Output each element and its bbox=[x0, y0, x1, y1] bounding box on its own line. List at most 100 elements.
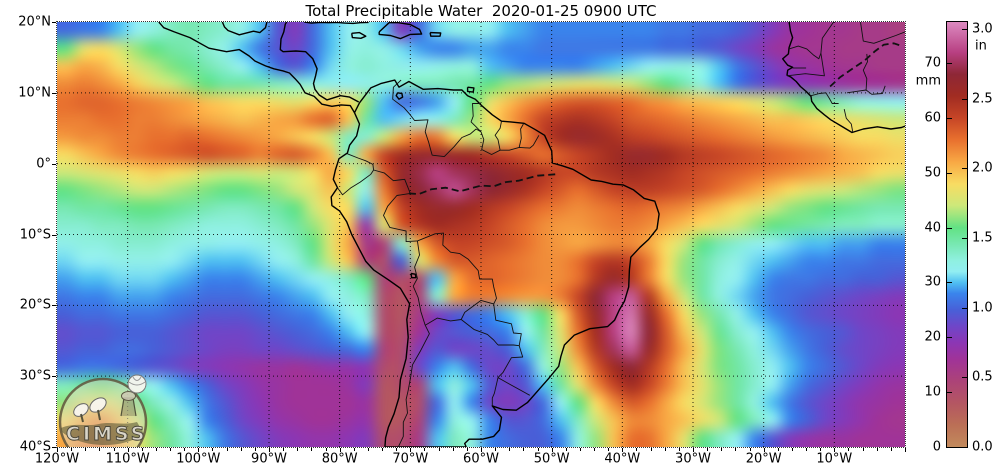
logo-text: CIMSS bbox=[66, 423, 147, 445]
colorbar-mm-label: 0 bbox=[932, 439, 941, 455]
colorbar-in-label: 2.0 bbox=[972, 160, 993, 176]
y-axis-tick bbox=[52, 163, 56, 165]
x-axis-tick bbox=[184, 448, 186, 451]
coastline bbox=[158, 22, 356, 114]
x-axis-tick bbox=[410, 448, 412, 452]
colorbar-in-tick bbox=[962, 168, 967, 170]
map-plot: CIMSS bbox=[56, 21, 906, 448]
country-border bbox=[417, 232, 495, 287]
country-border bbox=[820, 22, 834, 54]
colorbar-mm-label: 70 bbox=[924, 55, 941, 71]
x-axis-tick bbox=[876, 448, 878, 451]
x-axis-tick bbox=[537, 448, 539, 451]
lat-tick-label: 30°S bbox=[19, 368, 51, 384]
x-axis-tick bbox=[226, 448, 228, 451]
x-axis-tick bbox=[693, 448, 694, 452]
x-axis-tick bbox=[834, 448, 836, 452]
country-border bbox=[432, 128, 482, 158]
x-axis-tick bbox=[608, 448, 610, 451]
x-axis-tick bbox=[353, 448, 355, 451]
x-axis-tick bbox=[367, 448, 369, 451]
x-axis-tick bbox=[438, 448, 440, 451]
country-border bbox=[412, 240, 420, 287]
lon-tick-label: 80°W bbox=[321, 451, 358, 467]
lon-tick-label: 20°W bbox=[745, 451, 782, 467]
colorbar-in-label: 2.5 bbox=[972, 91, 993, 107]
coastline bbox=[410, 272, 417, 279]
x-axis-tick bbox=[735, 448, 737, 451]
figure-title: Total Precipitable Water 2020-01-25 0900… bbox=[305, 2, 657, 20]
colorbar-mm-label: 40 bbox=[924, 220, 941, 236]
colorbar-in-label: 0.0 bbox=[972, 439, 993, 455]
y-axis-tick bbox=[52, 234, 56, 236]
colorbar-mm-tick bbox=[947, 392, 952, 394]
x-axis-tick bbox=[99, 448, 101, 451]
coastline bbox=[466, 86, 475, 93]
colorbar-in-tick bbox=[962, 29, 967, 31]
x-axis-tick bbox=[466, 448, 468, 451]
y-axis-tick bbox=[52, 92, 56, 94]
country-border bbox=[424, 317, 462, 326]
satellite-dish-icon bbox=[89, 397, 107, 421]
lon-tick-label: 10°W bbox=[816, 451, 853, 467]
country-border bbox=[788, 45, 822, 60]
x-axis-tick bbox=[664, 448, 666, 451]
river bbox=[408, 173, 556, 196]
x-axis-tick bbox=[396, 448, 398, 451]
x-axis-tick bbox=[452, 448, 454, 451]
x-axis-tick bbox=[650, 448, 652, 451]
lon-tick-label: 90°W bbox=[251, 451, 287, 467]
x-axis-tick bbox=[297, 448, 299, 451]
country-border bbox=[810, 92, 839, 104]
y-axis-tick bbox=[52, 305, 56, 307]
x-axis-tick bbox=[198, 448, 200, 452]
lon-tick-label: 40°W bbox=[604, 451, 641, 467]
lat-tick-label: 40°S bbox=[19, 439, 51, 455]
country-border bbox=[497, 377, 531, 396]
colorbar-mm-tick bbox=[947, 63, 952, 65]
country-border bbox=[491, 345, 524, 406]
river bbox=[829, 42, 903, 88]
colorbar-in-tick bbox=[962, 238, 967, 240]
colorbar-in-label: 0.5 bbox=[972, 369, 993, 385]
x-axis-tick bbox=[240, 448, 242, 451]
radome-icon bbox=[127, 374, 147, 394]
x-axis-tick bbox=[127, 448, 129, 452]
country-border bbox=[843, 108, 854, 132]
x-axis-tick bbox=[523, 448, 525, 451]
country-border bbox=[397, 325, 430, 447]
x-axis-tick bbox=[269, 448, 270, 452]
x-axis-tick bbox=[424, 448, 426, 451]
x-axis-tick bbox=[311, 448, 313, 451]
coastline bbox=[330, 79, 660, 447]
x-axis-tick bbox=[481, 448, 482, 452]
x-axis-tick bbox=[57, 448, 58, 452]
colorbar-mm-tick bbox=[947, 117, 952, 119]
coastline bbox=[782, 22, 905, 134]
x-axis-tick bbox=[339, 448, 341, 452]
country-border bbox=[493, 303, 522, 347]
y-axis-tick bbox=[52, 22, 56, 23]
x-axis-tick bbox=[806, 448, 808, 451]
x-axis-tick bbox=[113, 448, 115, 451]
colorbar-unit-in: in bbox=[975, 38, 987, 54]
colorbar-in-label: 1.0 bbox=[972, 300, 993, 316]
colorbar-mm-tick bbox=[947, 172, 952, 174]
lon-tick-label: 60°W bbox=[463, 451, 499, 467]
x-axis-tick bbox=[141, 448, 143, 451]
coastline bbox=[351, 31, 367, 39]
x-axis-tick bbox=[325, 448, 327, 451]
colorbar-mm-label: 10 bbox=[924, 384, 941, 400]
lat-tick-label: 0° bbox=[36, 156, 51, 172]
colorbar-mm-tick bbox=[947, 282, 952, 284]
x-axis-tick bbox=[707, 448, 709, 451]
colorbar-mm-label: 60 bbox=[924, 110, 941, 126]
colorbar-in-tick bbox=[962, 377, 967, 379]
country-border bbox=[392, 79, 433, 156]
x-axis-tick bbox=[622, 448, 624, 452]
x-axis-tick bbox=[382, 448, 384, 451]
country-border bbox=[470, 103, 482, 133]
colorbar-mm-label: 30 bbox=[924, 274, 941, 290]
country-border bbox=[786, 53, 825, 77]
